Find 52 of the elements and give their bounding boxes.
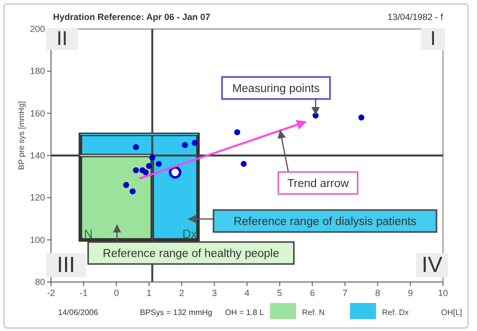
y-tick-label: 80 xyxy=(34,277,45,287)
x-tick-label: -2 xyxy=(46,288,56,298)
y-tick-label: 120 xyxy=(30,192,45,203)
point xyxy=(168,166,182,179)
x-tick-label: -1 xyxy=(80,288,88,298)
point xyxy=(234,129,240,136)
y-axis-title: BP pre sys [mmHg] xyxy=(17,101,26,170)
annotation: N xyxy=(84,227,93,241)
x-tick-label: 1 xyxy=(146,288,152,298)
text: OH = 1.8 L xyxy=(225,308,264,317)
annotation: Trend arrow xyxy=(287,178,350,190)
x-tick-label: 9 xyxy=(408,288,413,298)
text: 14/06/2006 xyxy=(58,308,99,317)
x-axis-title: OH[L] xyxy=(441,308,462,317)
point xyxy=(156,160,162,167)
point xyxy=(130,188,136,194)
point xyxy=(132,144,139,150)
annotation: II xyxy=(56,28,68,50)
point xyxy=(146,163,152,170)
chart-title: Hydration Reference: Apr 06 - Jan 07 xyxy=(53,12,210,22)
legend-label: Ref. Dx xyxy=(382,308,409,317)
chart-subtitle: 13/04/1982 - f xyxy=(387,12,444,22)
annotation: Measuring points xyxy=(232,83,320,95)
annotation: III xyxy=(56,252,76,277)
annotation: IV xyxy=(422,252,443,277)
annotation: Reference range of dialysis patients xyxy=(234,216,417,228)
y-tick-label: 160 xyxy=(30,108,45,118)
point xyxy=(123,182,130,188)
point xyxy=(358,114,364,121)
point xyxy=(149,154,156,161)
text: BPSys = 132 mmHg xyxy=(140,308,212,317)
x-tick-label: 10 xyxy=(438,288,448,298)
point xyxy=(240,160,247,167)
y-tick-label: 140 xyxy=(30,150,45,160)
x-tick-label: 3 xyxy=(212,288,217,298)
y-tick-label: 200 xyxy=(30,24,45,34)
x-tick-label: 5 xyxy=(277,288,282,298)
point xyxy=(132,167,139,174)
x-tick-label: 4 xyxy=(244,288,250,298)
annotation: I xyxy=(430,28,436,50)
x-tick-label: 8 xyxy=(375,288,380,298)
point xyxy=(142,169,149,176)
point xyxy=(192,140,198,146)
annotation: Reference range of healthy people xyxy=(102,248,280,260)
point xyxy=(182,142,188,148)
legend-label: Ref. N xyxy=(302,308,325,317)
x-tick-label: 7 xyxy=(342,288,348,298)
y-tick-label: 100 xyxy=(30,234,45,245)
x-tick-label: 2 xyxy=(179,288,184,298)
x-tick-label: 6 xyxy=(310,288,315,298)
y-tick-label: 180 xyxy=(30,66,45,76)
x-tick-label: 0 xyxy=(114,288,119,298)
